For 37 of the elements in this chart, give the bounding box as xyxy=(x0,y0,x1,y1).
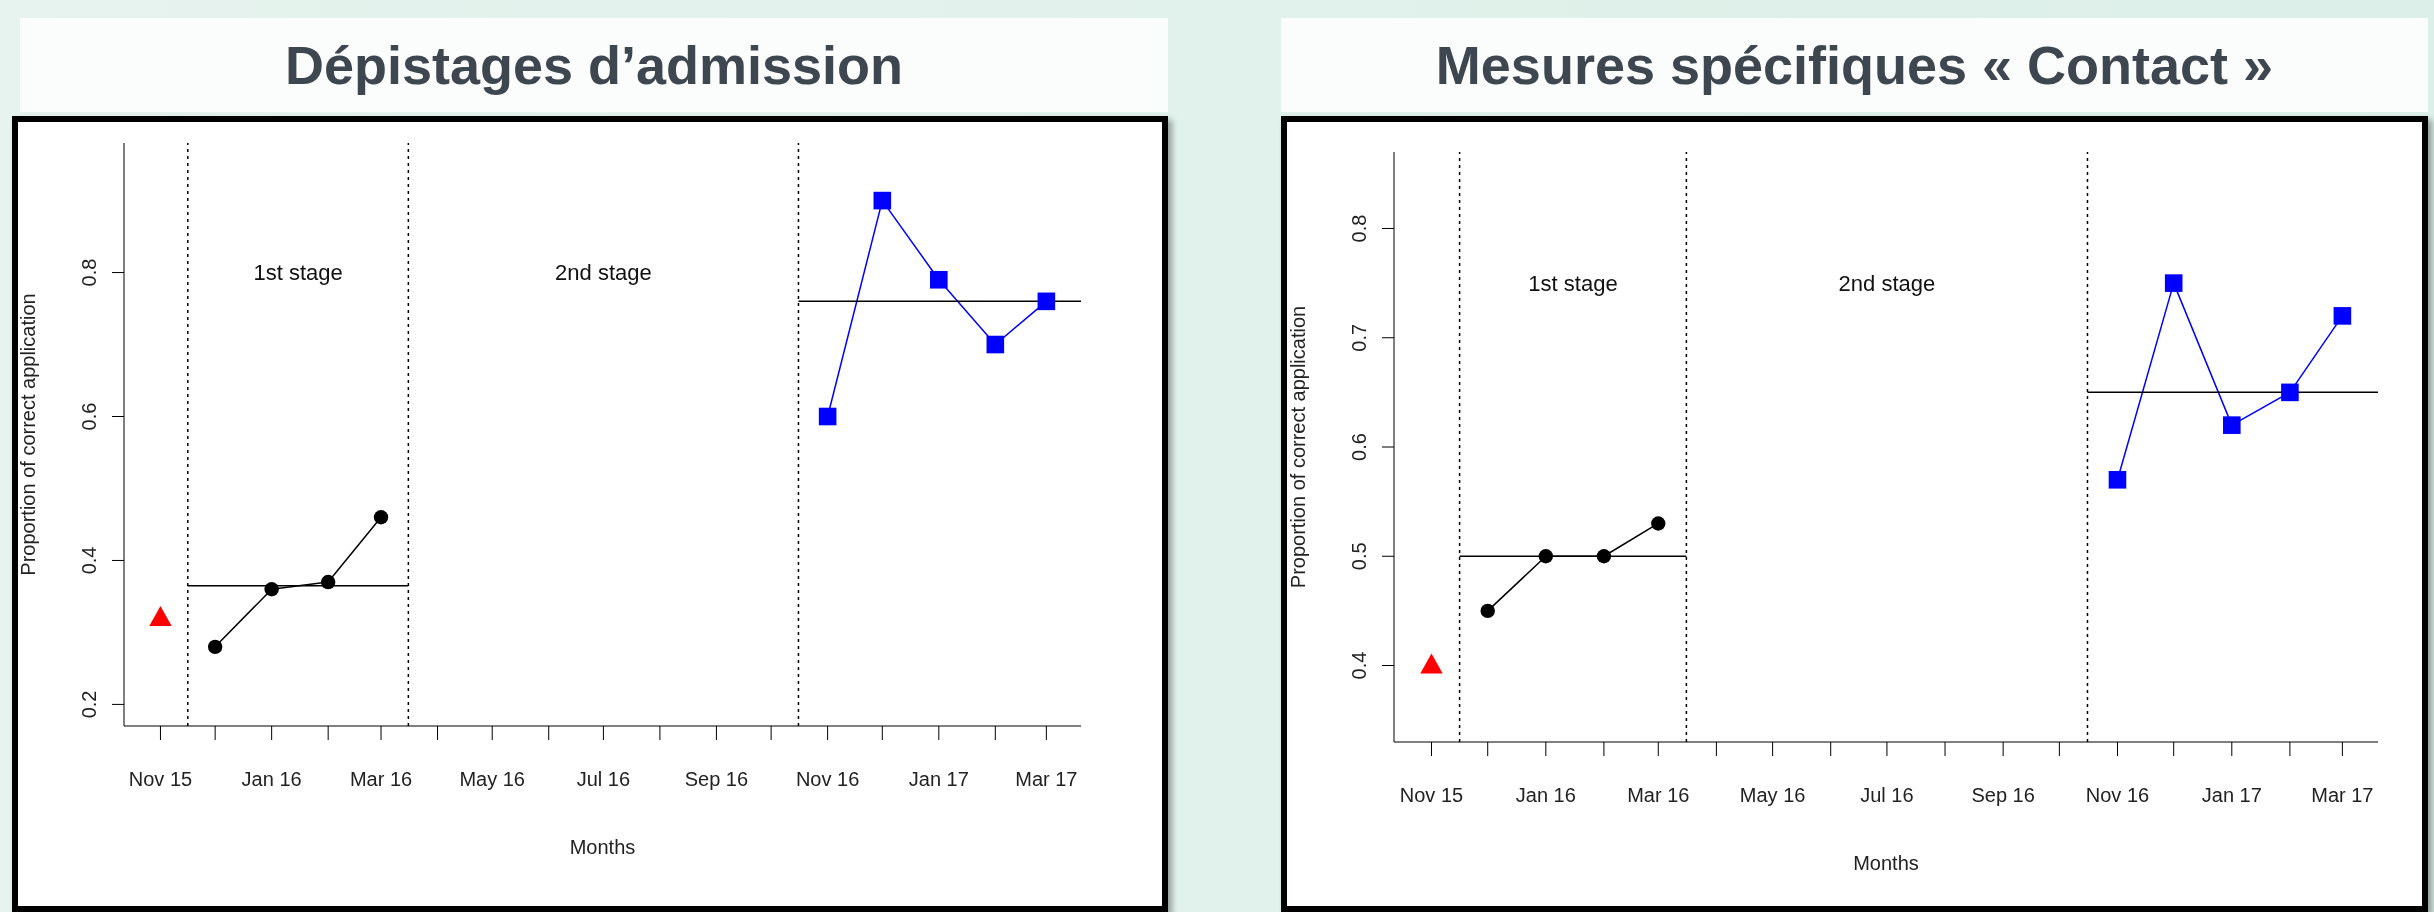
y-tick-label: 0.8 xyxy=(78,258,100,287)
x-tick-label: Nov 16 xyxy=(2085,784,2150,807)
y-tick-label: 0.8 xyxy=(1348,214,1370,243)
y-tick-label: 0.5 xyxy=(1348,542,1370,571)
y-tick-label: 0.7 xyxy=(1348,323,1370,352)
x-tick-label: Jan 16 xyxy=(1515,784,1576,807)
x-tick-label: Mar 17 xyxy=(2311,784,2374,807)
x-tick-label: Sep 16 xyxy=(1971,784,2035,807)
y-tick-label: 0.4 xyxy=(1348,651,1370,680)
annotation: 2nd stage xyxy=(1838,270,1936,296)
chart-title: Dépistages d’admission xyxy=(20,18,1168,112)
chart-title: Mesures spécifiques « Contact » xyxy=(1281,18,2428,112)
x-tick-label: Mar 16 xyxy=(349,768,413,791)
y-tick-label: 0.6 xyxy=(78,402,100,431)
x-tick-label: Jan 17 xyxy=(908,768,969,791)
x-axis-title: Months xyxy=(569,836,636,858)
y-axis-title: Proportion of correct application xyxy=(1287,305,1310,589)
x-tick-label: Nov 15 xyxy=(1399,784,1464,807)
annotation: 1st stage xyxy=(253,260,343,286)
y-tick-label: 0.6 xyxy=(1348,433,1370,461)
y-tick-label: 0.4 xyxy=(78,546,100,575)
x-tick-label: May 16 xyxy=(1739,784,1806,807)
x-tick-label: Jan 17 xyxy=(2201,784,2262,807)
y-axis-title: Proportion of correct application xyxy=(17,293,40,576)
x-tick-label: Jan 16 xyxy=(241,768,302,791)
x-tick-label: Mar 16 xyxy=(1627,784,1690,807)
x-tick-label: May 16 xyxy=(459,768,526,791)
y-tick-label: 0.2 xyxy=(78,690,100,719)
x-tick-label: Nov 15 xyxy=(128,768,193,791)
annotation: 1st stage xyxy=(1528,270,1618,296)
annotation: 2nd stage xyxy=(555,260,652,286)
x-tick-label: Jul 16 xyxy=(576,768,631,791)
x-axis-title: Months xyxy=(1853,852,1919,874)
x-tick-label: Nov 16 xyxy=(795,768,860,791)
x-tick-label: Jul 16 xyxy=(1860,784,1914,807)
x-tick-label: Mar 17 xyxy=(1015,768,1078,791)
x-tick-label: Sep 16 xyxy=(684,768,749,791)
